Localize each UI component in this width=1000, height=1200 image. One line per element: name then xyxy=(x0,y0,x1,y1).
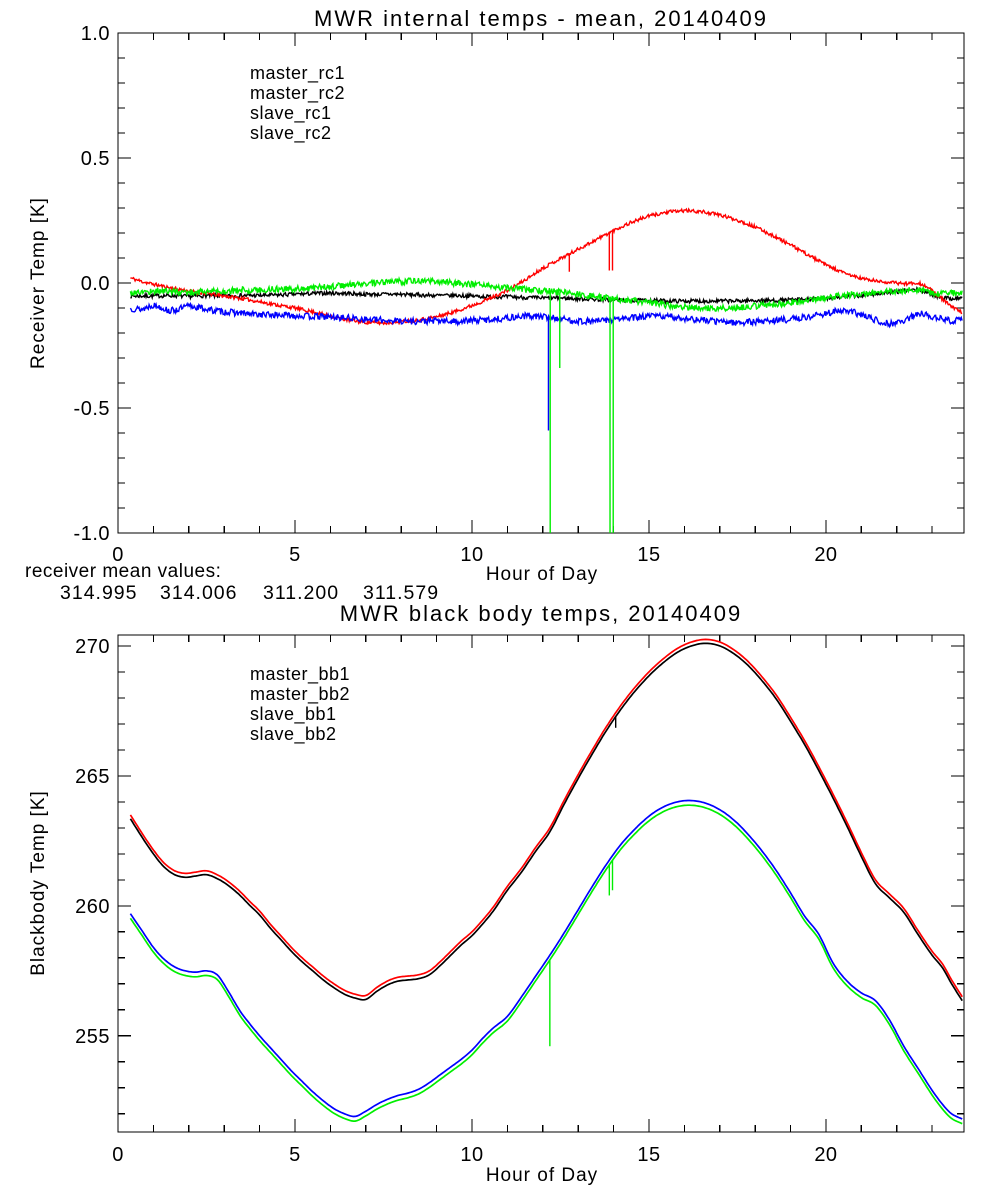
series-line-slave_bb2 xyxy=(129,804,963,1125)
series-line-master_bb1 xyxy=(129,642,963,1002)
series-line-slave_bb1 xyxy=(129,799,963,1120)
bottom-x-axis-label: Hour of Day xyxy=(486,1165,598,1186)
top-plot-series xyxy=(129,207,963,533)
y-tick-label: 260 xyxy=(75,896,110,918)
top-chart-title: MWR internal temps - mean, 20140409 xyxy=(314,6,768,31)
legend-master-bb2: master_bb2 xyxy=(250,684,350,705)
top-y-axis-label: Receiver Temp [K] xyxy=(28,197,49,369)
x-tick-label: 15 xyxy=(637,1144,660,1166)
y-tick-label: -1.0 xyxy=(74,523,110,545)
bottom-y-axis-label: Blackbody Temp [K] xyxy=(28,790,49,976)
bottom-plot-axes: 0 5 10 15 20 270 265 260 255 xyxy=(75,634,965,1166)
top-plot-axes: 0 5 10 15 20 1.0 0.5 0.0 -0.5 -1.0 xyxy=(74,23,965,566)
plot-box xyxy=(117,32,965,534)
x-tick-label: 0 xyxy=(112,544,124,566)
y-tick-label: 265 xyxy=(75,766,110,788)
x-tick-label: 10 xyxy=(460,1144,483,1166)
mean-value-master-rc2: 314.006 xyxy=(160,582,238,604)
series-line-master_rc2 xyxy=(130,207,963,327)
x-tick-label: 10 xyxy=(460,544,483,566)
legend-slave-rc2: slave_rc2 xyxy=(250,123,332,144)
y-tick-label: 1.0 xyxy=(81,23,110,45)
legend-master-rc1: master_rc1 xyxy=(250,63,345,84)
series-line-master_bb2 xyxy=(129,638,963,998)
x-tick-label: 20 xyxy=(814,544,837,566)
legend-slave-bb2: slave_bb2 xyxy=(250,724,337,745)
x-tick-label: 15 xyxy=(637,544,660,566)
y-tick-label: 270 xyxy=(75,636,110,658)
y-tick-label: -0.5 xyxy=(74,398,110,420)
mean-values-label: receiver mean values: xyxy=(25,561,221,582)
x-tick-label: 20 xyxy=(814,1144,837,1166)
mean-value-slave-rc2: 311.579 xyxy=(363,582,439,604)
mean-value-master-rc1: 314.995 xyxy=(60,582,138,604)
series-line-slave_rc2 xyxy=(129,275,963,313)
legend-slave-bb1: slave_bb1 xyxy=(250,704,337,725)
mean-value-slave-rc1: 311.200 xyxy=(263,582,339,604)
top-x-axis-label: Hour of Day xyxy=(486,564,598,585)
plot-box xyxy=(117,634,965,1133)
y-tick-label: 0.5 xyxy=(81,148,110,170)
x-tick-label: 5 xyxy=(289,1144,301,1166)
bottom-plot-series xyxy=(129,638,963,1125)
y-tick-label: 0.0 xyxy=(81,273,110,295)
bottom-chart-title: MWR black body temps, 20140409 xyxy=(340,601,742,626)
x-tick-label: 0 xyxy=(112,1144,124,1166)
legend-master-rc2: master_rc2 xyxy=(250,83,345,104)
legend-slave-rc1: slave_rc1 xyxy=(250,103,332,124)
series-line-slave_rc1 xyxy=(129,301,963,329)
y-tick-label: 255 xyxy=(75,1026,110,1048)
legend-master-bb1: master_bb1 xyxy=(250,664,350,685)
x-tick-label: 5 xyxy=(289,544,301,566)
